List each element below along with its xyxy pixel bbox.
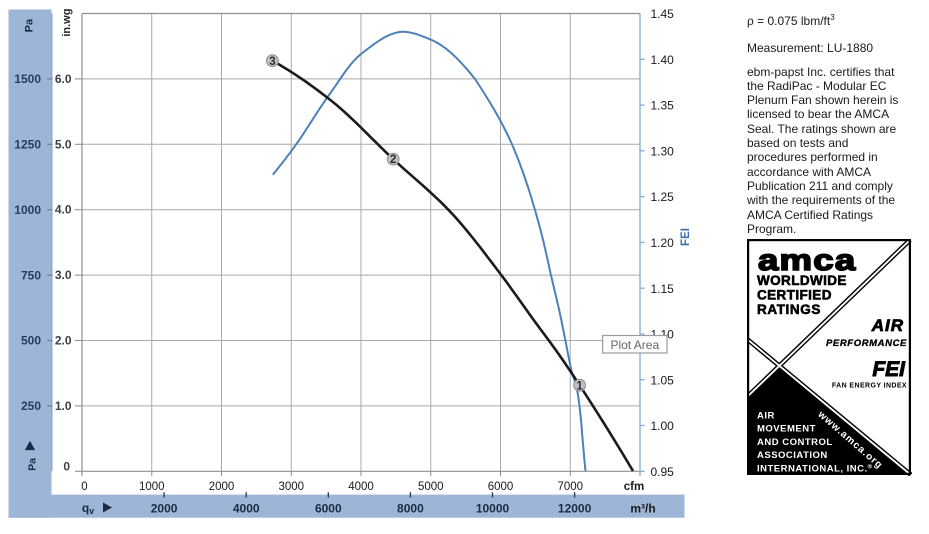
svg-text:10000: 10000 [476,502,510,516]
svg-text:12000: 12000 [558,502,592,516]
svg-text:500: 500 [21,334,41,348]
svg-text:1.00: 1.00 [651,419,675,433]
svg-text:WORLDWIDE: WORLDWIDE [757,273,847,288]
svg-text:1000: 1000 [14,203,41,217]
svg-text:6000: 6000 [488,481,514,493]
svg-text:Pa: Pa [24,18,36,32]
svg-text:5000: 5000 [418,481,444,493]
svg-text:FAN ENERGY INDEX: FAN ENERGY INDEX [832,383,907,390]
svg-text:7000: 7000 [557,481,583,493]
svg-text:1.05: 1.05 [651,373,675,387]
svg-text:AND CONTROL: AND CONTROL [757,437,833,448]
svg-text:1.35: 1.35 [651,99,675,113]
svg-text:0.95: 0.95 [651,465,675,479]
svg-text:1: 1 [576,380,583,392]
svg-text:CERTIFIED: CERTIFIED [757,288,832,303]
svg-text:3000: 3000 [278,481,304,493]
svg-text:6.0: 6.0 [55,72,72,86]
svg-text:MOVEMENT: MOVEMENT [757,424,816,435]
svg-text:2000: 2000 [151,502,178,516]
svg-text:Plot Area: Plot Area [610,338,659,352]
svg-text:1.15: 1.15 [651,282,675,296]
svg-text:2.0: 2.0 [55,334,72,348]
svg-text:1000: 1000 [139,481,165,493]
svg-text:1.0: 1.0 [55,399,72,413]
svg-text:1250: 1250 [14,138,41,152]
svg-text:0: 0 [63,460,70,474]
svg-text:3: 3 [269,56,275,68]
svg-text:1500: 1500 [14,72,41,86]
svg-text:cfm: cfm [624,481,644,493]
svg-text:0: 0 [81,481,87,493]
svg-text:1.40: 1.40 [651,53,675,67]
svg-text:INTERNATIONAL, INC.®: INTERNATIONAL, INC.® [757,463,873,474]
svg-text:1.30: 1.30 [651,145,675,159]
svg-text:3.0: 3.0 [55,268,72,282]
svg-text:1.25: 1.25 [651,190,675,204]
svg-text:750: 750 [21,268,41,282]
svg-text:6000: 6000 [315,502,342,516]
svg-text:in.wg: in.wg [61,9,73,37]
svg-text:4.0: 4.0 [55,203,72,217]
svg-text:m³/h: m³/h [630,502,655,516]
svg-text:2: 2 [390,154,396,166]
svg-text:amca: amca [758,244,856,277]
svg-text:8000: 8000 [397,502,424,516]
svg-text:RATINGS: RATINGS [757,302,821,317]
svg-text:AIR: AIR [757,411,775,422]
svg-text:4000: 4000 [348,481,374,493]
svg-text:ASSOCIATION: ASSOCIATION [757,450,828,461]
svg-text:Pa: Pa [27,458,39,471]
svg-text:4000: 4000 [233,502,260,516]
svg-text:2000: 2000 [209,481,235,493]
svg-text:1.20: 1.20 [651,236,675,250]
svg-text:250: 250 [21,399,41,413]
svg-text:PERFORMANCE: PERFORMANCE [826,338,907,349]
svg-text:AIR: AIR [871,316,904,335]
svg-text:FEI: FEI [872,358,906,381]
svg-text:FEI: FEI [680,228,692,246]
svg-text:5.0: 5.0 [55,137,72,151]
svg-text:1.45: 1.45 [651,7,675,21]
